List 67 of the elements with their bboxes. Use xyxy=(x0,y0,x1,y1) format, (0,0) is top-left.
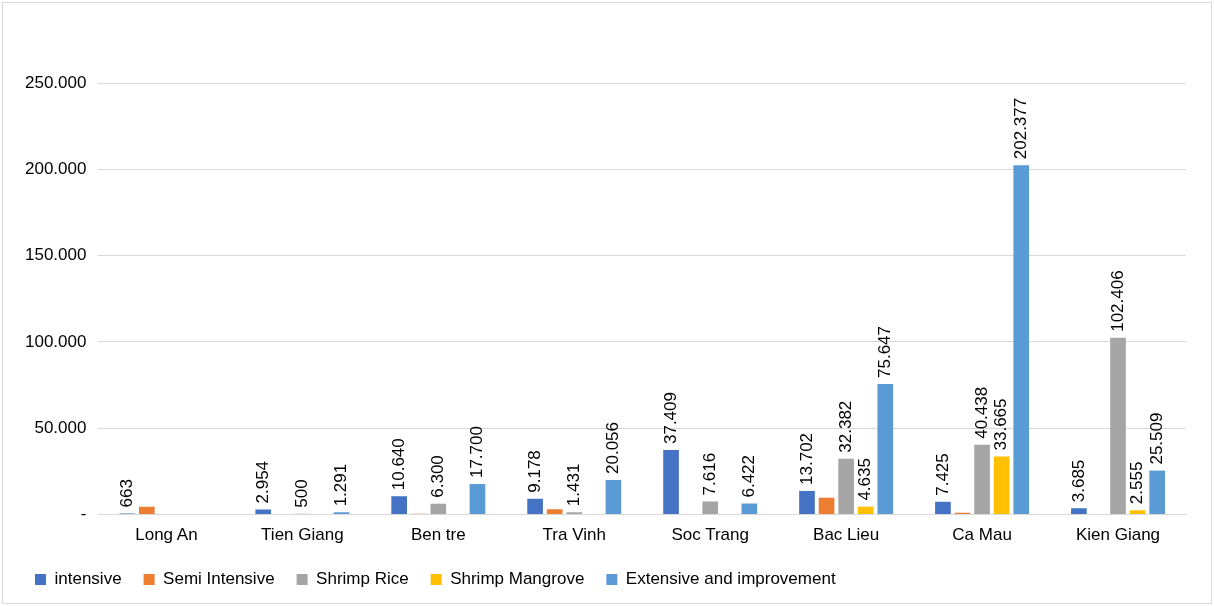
data-label: 9.178 xyxy=(524,450,544,493)
data-label: 3.685 xyxy=(1068,459,1088,503)
x-tick-label: Tien Giang xyxy=(261,525,344,545)
x-tick-label: Tra Vinh xyxy=(542,525,606,545)
data-label: 500 xyxy=(292,479,312,508)
x-tick-label: Long An xyxy=(135,525,198,545)
data-label: 2.555 xyxy=(1127,461,1147,505)
y-tick-label: 200.000 xyxy=(25,159,87,179)
data-label: 40.438 xyxy=(971,386,991,439)
data-label: 33.665 xyxy=(991,398,1011,451)
legend-label: Semi Intensive xyxy=(163,569,275,589)
data-label: 2.954 xyxy=(252,460,272,504)
bar xyxy=(935,501,951,515)
bar xyxy=(838,458,854,515)
legend-label: intensive xyxy=(54,569,122,589)
data-label: 25.509 xyxy=(1146,412,1166,465)
bar xyxy=(974,444,990,515)
data-label: 75.647 xyxy=(874,326,894,378)
legend-label: Shrimp Rice xyxy=(316,569,409,589)
data-label: 1.431 xyxy=(563,463,583,507)
data-label: 102.406 xyxy=(1107,270,1127,332)
x-tick-label: Ben tre xyxy=(410,525,466,545)
bar xyxy=(139,506,155,515)
data-label: 20.056 xyxy=(603,421,623,474)
bar xyxy=(1071,508,1087,515)
data-label: 17.700 xyxy=(467,426,487,479)
data-label: 6.422 xyxy=(739,454,759,498)
data-label: 37.409 xyxy=(660,392,680,445)
bar xyxy=(546,509,563,515)
bar xyxy=(391,496,407,515)
legend-label: Extensive and improvement xyxy=(625,569,836,589)
data-label: 1.291 xyxy=(331,463,351,507)
x-tick-label: Ca Mau xyxy=(952,525,1012,545)
bar xyxy=(818,497,835,515)
data-label: 13.702 xyxy=(796,432,816,485)
bar xyxy=(1110,337,1126,515)
data-label: 32.382 xyxy=(835,400,855,453)
data-label: 10.640 xyxy=(388,438,408,491)
bar xyxy=(1013,165,1030,515)
data-label: 4.635 xyxy=(855,458,875,501)
bar xyxy=(1129,510,1146,515)
x-tick-label: Soc Trang xyxy=(671,525,749,545)
bar xyxy=(663,450,679,515)
bar xyxy=(702,501,719,515)
bar xyxy=(430,503,447,515)
y-tick-label: 150.000 xyxy=(25,245,87,265)
data-label: 7.425 xyxy=(932,453,952,496)
bar xyxy=(993,456,1010,515)
bar xyxy=(527,498,543,515)
bar xyxy=(605,479,622,515)
bar xyxy=(469,484,486,515)
x-tick-label: Bac Lieu xyxy=(813,525,880,545)
data-label: 663 xyxy=(116,479,136,508)
bar xyxy=(1149,470,1166,515)
data-label: 7.616 xyxy=(699,452,719,496)
y-tick-label: 250.000 xyxy=(25,72,87,92)
y-tick-label: - xyxy=(80,504,87,524)
bar xyxy=(741,503,758,515)
bar xyxy=(799,490,815,515)
legend-label: Shrimp Mangrove xyxy=(450,569,585,589)
y-tick-label: 100.000 xyxy=(25,331,87,351)
bar xyxy=(857,506,874,515)
y-tick-label: 50.000 xyxy=(34,417,87,437)
data-label: 202.377 xyxy=(1010,97,1030,160)
bar xyxy=(877,384,894,515)
data-label: 6.300 xyxy=(428,455,447,498)
x-tick-label: Kien Giang xyxy=(1075,525,1161,545)
